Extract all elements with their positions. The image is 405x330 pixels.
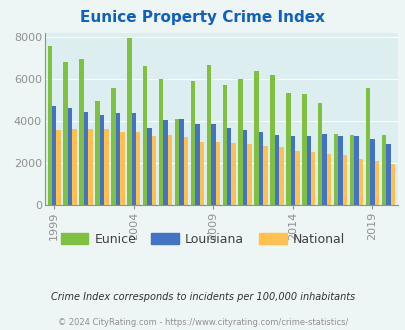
Bar [279, 148, 283, 205]
Bar [317, 103, 322, 205]
Bar [167, 135, 172, 205]
Bar [274, 135, 279, 205]
Text: Crime Index corresponds to incidents per 100,000 inhabitants: Crime Index corresponds to incidents per… [51, 292, 354, 302]
Bar [63, 62, 68, 205]
Bar [215, 142, 220, 205]
Legend: Eunice, Louisiana, National: Eunice, Louisiana, National [55, 228, 350, 251]
Bar [354, 136, 358, 205]
Bar [211, 124, 215, 205]
Bar [199, 142, 204, 205]
Bar [381, 135, 385, 205]
Bar [83, 112, 88, 205]
Bar [262, 146, 267, 205]
Bar [222, 85, 226, 205]
Bar [120, 132, 124, 205]
Bar [143, 66, 147, 205]
Text: Eunice Property Crime Index: Eunice Property Crime Index [80, 10, 325, 25]
Bar [195, 124, 199, 205]
Bar [56, 130, 61, 205]
Text: © 2024 CityRating.com - https://www.cityrating.com/crime-statistics/: © 2024 CityRating.com - https://www.city… [58, 318, 347, 327]
Bar [95, 101, 100, 205]
Bar [104, 129, 109, 205]
Bar [365, 88, 369, 205]
Bar [179, 119, 183, 205]
Bar [322, 134, 326, 205]
Bar [52, 106, 56, 205]
Bar [100, 115, 104, 205]
Bar [390, 164, 394, 205]
Bar [286, 93, 290, 205]
Bar [79, 59, 83, 205]
Bar [127, 38, 131, 205]
Bar [206, 65, 211, 205]
Bar [385, 144, 390, 205]
Bar [242, 130, 247, 205]
Bar [72, 129, 77, 205]
Bar [163, 120, 167, 205]
Bar [175, 119, 179, 205]
Bar [258, 132, 262, 205]
Bar [306, 136, 310, 205]
Bar [158, 79, 163, 205]
Bar [333, 134, 337, 205]
Bar [374, 161, 378, 205]
Bar [254, 71, 258, 205]
Bar [131, 113, 136, 205]
Bar [226, 128, 231, 205]
Bar [190, 81, 195, 205]
Bar [115, 113, 120, 205]
Bar [358, 158, 362, 205]
Bar [47, 46, 52, 205]
Bar [183, 137, 188, 205]
Bar [326, 153, 330, 205]
Bar [294, 150, 299, 205]
Bar [337, 136, 342, 205]
Bar [310, 152, 315, 205]
Bar [147, 128, 151, 205]
Bar [136, 132, 140, 205]
Bar [231, 143, 235, 205]
Bar [238, 79, 242, 205]
Bar [349, 135, 354, 205]
Bar [369, 139, 374, 205]
Bar [342, 155, 346, 205]
Bar [247, 144, 251, 205]
Bar [111, 88, 115, 205]
Bar [151, 136, 156, 205]
Bar [270, 75, 274, 205]
Bar [88, 129, 92, 205]
Bar [290, 136, 294, 205]
Bar [68, 108, 72, 205]
Bar [301, 94, 306, 205]
